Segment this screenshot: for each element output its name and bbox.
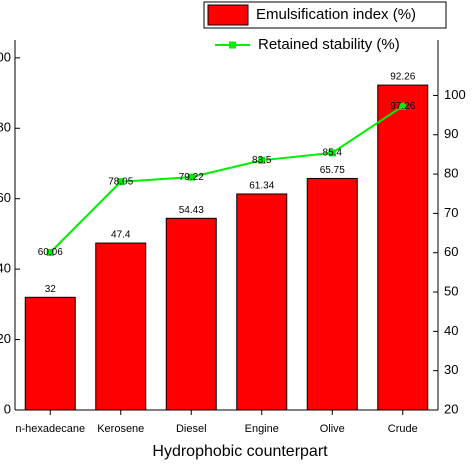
y2-tick-label: 60 bbox=[444, 244, 458, 259]
x-tick-label: Diesel bbox=[176, 423, 207, 435]
bar bbox=[236, 193, 288, 411]
y-tick-label: 100 bbox=[0, 49, 11, 64]
x-tick-label: Engine bbox=[245, 423, 279, 435]
line-value-label: 78.05 bbox=[108, 176, 133, 187]
x-tick-label: n-hexadecane bbox=[15, 423, 85, 435]
line-value-label: 60.06 bbox=[38, 247, 63, 258]
bar-value-label: 65.75 bbox=[320, 165, 345, 176]
legend-label: Retained stability (%) bbox=[258, 36, 400, 53]
bar-value-label: 54.43 bbox=[179, 205, 204, 216]
line-point bbox=[399, 102, 407, 110]
y2-tick-label: 50 bbox=[444, 283, 458, 298]
legend-marker bbox=[229, 41, 236, 49]
y2-tick-label: 90 bbox=[444, 126, 458, 141]
line-point bbox=[258, 156, 266, 164]
bar bbox=[165, 217, 217, 411]
line-point bbox=[46, 248, 54, 256]
line-value-label: 83.5 bbox=[252, 155, 272, 166]
bar-value-label: 32 bbox=[45, 284, 57, 295]
bar-value-label: 61.34 bbox=[249, 181, 274, 192]
y2-tick-label: 100 bbox=[444, 87, 466, 102]
y2-tick-label: 70 bbox=[444, 205, 458, 220]
line-value-label: 97.26 bbox=[390, 101, 415, 112]
line-point bbox=[187, 173, 195, 181]
bar bbox=[24, 296, 76, 411]
line-value-label: 79.22 bbox=[179, 172, 204, 183]
x-tick-label: Olive bbox=[320, 423, 345, 435]
x-tick-label: Kerosene bbox=[97, 423, 144, 435]
y-tick-label: 80 bbox=[0, 120, 11, 135]
line bbox=[49, 105, 404, 254]
line-value-label: 85.4 bbox=[323, 147, 343, 158]
bar-value-label: 92.26 bbox=[390, 72, 415, 83]
legend-swatch bbox=[207, 4, 249, 26]
y2-tick-label: 30 bbox=[444, 362, 458, 377]
line-point bbox=[328, 149, 336, 157]
y-tick-label: 0 bbox=[4, 401, 11, 416]
x-tick-label: Crude bbox=[388, 423, 418, 435]
bar bbox=[95, 242, 147, 411]
bar bbox=[306, 177, 358, 411]
bar-value-label: 47.4 bbox=[111, 230, 131, 241]
y2-tick-label: 40 bbox=[444, 323, 458, 338]
y-tick-label: 20 bbox=[0, 331, 11, 346]
x-axis-title: Hydrophobic counterpart bbox=[152, 443, 328, 460]
y-tick-label: 60 bbox=[0, 190, 11, 205]
y-tick-label: 40 bbox=[0, 261, 11, 276]
legend-label: Emulsification index (%) bbox=[256, 6, 416, 23]
line-point bbox=[117, 178, 125, 186]
bar bbox=[377, 84, 429, 411]
y2-tick-label: 80 bbox=[444, 166, 458, 181]
y2-tick-label: 20 bbox=[444, 401, 458, 416]
